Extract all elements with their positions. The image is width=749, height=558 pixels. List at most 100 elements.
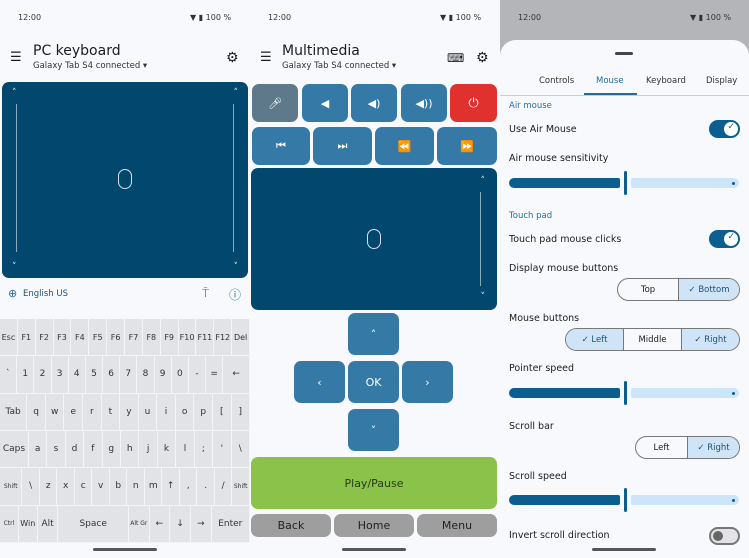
key-d[interactable]: d bbox=[66, 430, 85, 468]
chevron-down-icon[interactable]: ˅ bbox=[12, 262, 17, 272]
tab-mouse[interactable]: Mouse bbox=[596, 76, 624, 86]
key-[interactable]: ↓ bbox=[170, 505, 191, 542]
key-s[interactable]: s bbox=[47, 430, 66, 468]
key-j[interactable]: j bbox=[139, 430, 158, 468]
rewind-button[interactable]: ⏪ bbox=[375, 127, 434, 165]
key-f3[interactable]: F3 bbox=[54, 319, 72, 356]
invert-scroll-toggle[interactable] bbox=[709, 527, 740, 545]
key-[interactable]: → bbox=[191, 505, 212, 542]
key-f12[interactable]: F12 bbox=[214, 319, 233, 356]
key-f9[interactable]: F9 bbox=[161, 319, 179, 356]
help-icon[interactable]: ⓘ bbox=[229, 288, 242, 302]
key-f11[interactable]: F11 bbox=[196, 319, 215, 356]
key-f[interactable]: f bbox=[84, 430, 103, 468]
dpad-right-button[interactable]: › bbox=[402, 361, 453, 403]
touchpad[interactable]: ˄ ˅ bbox=[251, 168, 497, 310]
key-5[interactable]: 5 bbox=[86, 356, 104, 393]
key-del[interactable]: Del bbox=[232, 319, 250, 356]
option-left[interactable]: Left bbox=[636, 437, 688, 458]
key-c[interactable]: c bbox=[75, 468, 93, 505]
dpad-down-button[interactable]: ˅ bbox=[348, 409, 399, 451]
tab-keyboard[interactable]: Keyboard bbox=[646, 76, 686, 86]
text-format-icon[interactable]: ⍑ bbox=[202, 286, 210, 300]
key-q[interactable]: q bbox=[27, 393, 46, 430]
key-shift[interactable]: Shift bbox=[232, 468, 250, 505]
key-n[interactable]: n bbox=[127, 468, 145, 505]
key-[interactable]: - bbox=[189, 356, 207, 393]
key-esc[interactable]: Esc bbox=[0, 319, 18, 356]
key-f8[interactable]: F8 bbox=[143, 319, 161, 356]
volume-up-button[interactable]: ◀)) bbox=[401, 84, 447, 122]
key-k[interactable]: k bbox=[158, 430, 177, 468]
scroll-speed-slider[interactable] bbox=[509, 488, 739, 512]
key-f1[interactable]: F1 bbox=[18, 319, 36, 356]
option-middle[interactable]: Middle bbox=[624, 329, 682, 350]
key-[interactable]: \ bbox=[232, 430, 250, 468]
key-m[interactable]: m bbox=[145, 468, 163, 505]
dpad-left-button[interactable]: ‹ bbox=[294, 361, 345, 403]
key-win[interactable]: Win bbox=[19, 505, 38, 542]
key-space[interactable]: Space bbox=[58, 505, 129, 542]
key-[interactable]: = bbox=[206, 356, 224, 393]
key-[interactable]: , bbox=[180, 468, 198, 505]
dpad-up-button[interactable]: ˄ bbox=[348, 313, 399, 355]
key-0[interactable]: 0 bbox=[172, 356, 189, 393]
chevron-down-icon[interactable]: ˅ bbox=[480, 292, 486, 302]
key-i[interactable]: i bbox=[157, 393, 176, 430]
option-left[interactable]: ✓ Left bbox=[566, 329, 624, 350]
key-t[interactable]: t bbox=[102, 393, 121, 430]
key-[interactable]: ` bbox=[0, 356, 18, 393]
key-o[interactable]: o bbox=[176, 393, 195, 430]
microphone-button[interactable]: 🎤︎ bbox=[252, 84, 298, 122]
key-ctrl[interactable]: Ctrl bbox=[0, 505, 19, 542]
option-right[interactable]: ✓ Right bbox=[688, 437, 739, 458]
key-r[interactable]: r bbox=[83, 393, 102, 430]
option-bottom[interactable]: ✓ Bottom bbox=[679, 279, 739, 300]
gear-icon[interactable]: ⚙ bbox=[226, 50, 239, 66]
power-button[interactable]: ⏻ bbox=[450, 84, 497, 122]
key-e[interactable]: e bbox=[64, 393, 84, 430]
key-f10[interactable]: F10 bbox=[179, 319, 197, 356]
key-caps[interactable]: Caps bbox=[0, 430, 29, 468]
key-z[interactable]: z bbox=[40, 468, 58, 505]
device-selector[interactable]: Galaxy Tab S4 connected ▾ bbox=[33, 61, 148, 71]
key-x[interactable]: x bbox=[57, 468, 75, 505]
volume-down-button[interactable]: ◀) bbox=[351, 84, 397, 122]
chevron-up-icon[interactable]: ˄ bbox=[480, 176, 486, 186]
key-[interactable]: ] bbox=[232, 393, 250, 430]
back-button[interactable]: Back bbox=[251, 514, 331, 537]
next-track-button[interactable]: ⏭ bbox=[313, 127, 372, 165]
key-[interactable]: ' bbox=[213, 430, 232, 468]
key-f6[interactable]: F6 bbox=[107, 319, 126, 356]
key-7[interactable]: 7 bbox=[120, 356, 138, 393]
chevron-up-icon[interactable]: ˄ bbox=[12, 88, 17, 98]
key-[interactable]: \ bbox=[22, 468, 40, 505]
volume-mute-button[interactable]: ◀ bbox=[302, 84, 348, 122]
key-8[interactable]: 8 bbox=[137, 356, 155, 393]
option-right[interactable]: ✓ Right bbox=[682, 329, 739, 350]
key-b[interactable]: b bbox=[110, 468, 128, 505]
chevron-down-icon[interactable]: ˅ bbox=[233, 262, 239, 272]
key-g[interactable]: g bbox=[103, 430, 121, 468]
play-pause-button[interactable]: Play/Pause bbox=[251, 457, 497, 509]
key-1[interactable]: 1 bbox=[17, 356, 35, 393]
key-[interactable]: ← bbox=[223, 356, 250, 393]
touchpad[interactable]: ˄ ˄ ˅ ˅ bbox=[2, 82, 248, 278]
key-u[interactable]: u bbox=[139, 393, 158, 430]
air-sensitivity-slider[interactable] bbox=[509, 171, 739, 195]
key-[interactable]: ← bbox=[150, 505, 171, 542]
language-selector[interactable]: English US bbox=[23, 289, 69, 299]
key-[interactable]: [ bbox=[213, 393, 232, 430]
key-a[interactable]: a bbox=[29, 430, 48, 468]
key-alt[interactable]: Alt bbox=[38, 505, 59, 542]
fast-forward-button[interactable]: ⏩ bbox=[437, 127, 497, 165]
key-l[interactable]: l bbox=[176, 430, 195, 468]
gear-icon[interactable]: ⚙ bbox=[476, 50, 489, 66]
key-4[interactable]: 4 bbox=[69, 356, 86, 393]
key-[interactable]: ; bbox=[195, 430, 214, 468]
vertical-scrollbar[interactable] bbox=[480, 192, 481, 286]
menu-icon[interactable]: ☰ bbox=[260, 50, 272, 65]
key-altgr[interactable]: Alt Gr bbox=[129, 505, 150, 542]
touch-clicks-toggle[interactable]: ✓ bbox=[709, 230, 740, 248]
key-v[interactable]: v bbox=[92, 468, 110, 505]
